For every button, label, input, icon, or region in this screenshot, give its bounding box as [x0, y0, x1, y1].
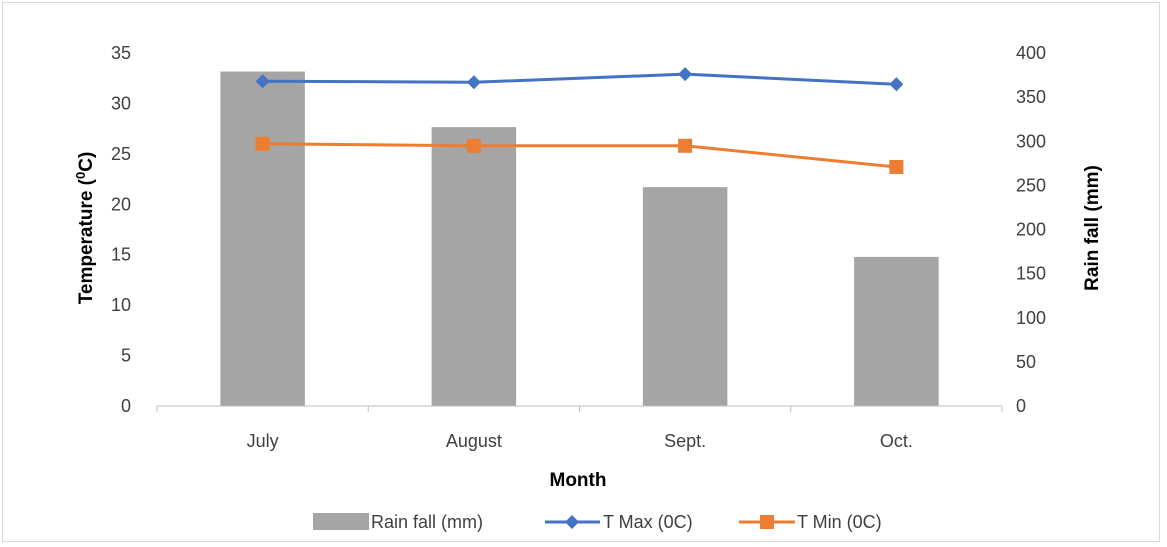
rainfall-bar [854, 256, 939, 406]
x-tick-label: Oct. [880, 431, 913, 451]
legend: Rain fall (mm) T Max (0C) T Min (0C) [313, 512, 882, 532]
y-tick-label: 30 [111, 93, 131, 113]
legend-marker-tmin [760, 515, 774, 529]
x-axis-title: Month [550, 470, 607, 491]
y2-axis-title: Rain fall (mm) [1082, 165, 1103, 291]
rainfall-bars [220, 71, 939, 406]
legend-label-tmax: T Max (0C) [603, 512, 693, 532]
y-tick-label: 20 [111, 194, 131, 214]
legend-swatch-rainfall [313, 513, 369, 530]
y2-tick-label: 200 [1016, 220, 1046, 240]
tmax-point [678, 67, 693, 82]
y2-tick-label: 250 [1016, 175, 1046, 195]
tmax-point [466, 75, 481, 90]
legend-label-rainfall: Rain fall (mm) [371, 512, 483, 532]
legend-marker-tmax [565, 515, 579, 529]
y-tick-label: 15 [111, 245, 131, 265]
y2-tick-label: 0 [1016, 396, 1026, 416]
y-tick-label: 0 [121, 396, 131, 416]
series-line [262, 72, 897, 86]
y2-tick-label: 150 [1016, 264, 1046, 284]
y-tick-label: 5 [121, 346, 131, 366]
tmax-point [889, 77, 904, 92]
y2-tick-label: 100 [1016, 308, 1046, 328]
x-axis-ticks: July August Sept. Oct. [156, 406, 1003, 451]
series-line [262, 142, 897, 169]
tmin-point [255, 136, 270, 151]
rainfall-bar [642, 187, 728, 406]
x-tick-label: July [247, 431, 279, 451]
y2-tick-label: 300 [1016, 131, 1046, 151]
y-axis-title: Temperature (0C) [73, 152, 98, 305]
chart-frame [2, 2, 1160, 542]
left-axis-ticks: 0 5 10 15 20 25 30 35 [111, 43, 131, 416]
y-tick-label: 35 [111, 43, 131, 63]
x-tick-label: August [446, 431, 502, 451]
legend-label-tmin: T Min (0C) [797, 512, 882, 532]
tmin-point [889, 159, 904, 174]
temperature-lines [255, 67, 904, 174]
right-axis-ticks: 0 50 100 150 200 250 300 350 400 [1016, 43, 1046, 416]
tmin-point [466, 138, 481, 153]
y2-tick-label: 400 [1016, 43, 1046, 63]
y-tick-label: 10 [111, 295, 131, 315]
y2-tick-label: 350 [1016, 87, 1046, 107]
tmin-point [678, 138, 693, 153]
y-tick-label: 25 [111, 144, 131, 164]
y2-tick-label: 50 [1016, 352, 1036, 372]
rainfall-bar [220, 71, 305, 406]
rainfall-bar [431, 127, 517, 406]
x-tick-label: Sept. [664, 431, 706, 451]
tmax-point [255, 74, 270, 89]
